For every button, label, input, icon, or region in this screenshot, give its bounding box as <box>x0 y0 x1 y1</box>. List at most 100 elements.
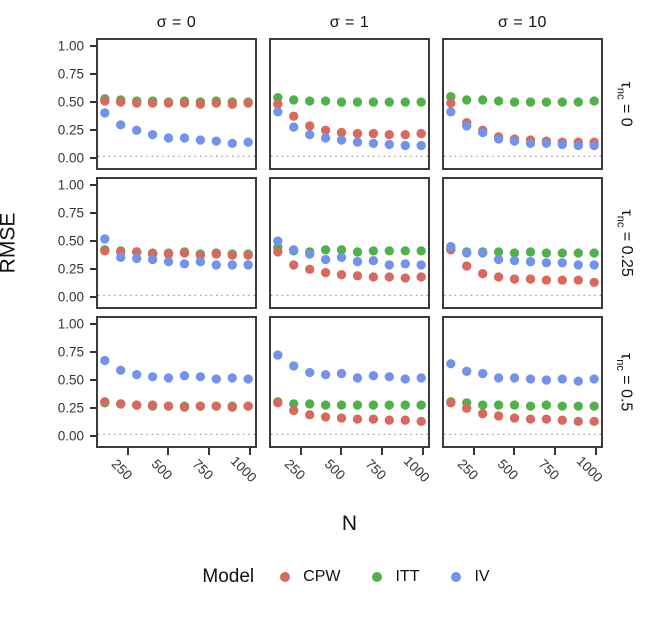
facet-col-label: σ = 0 <box>156 14 197 31</box>
data-point-itt <box>573 97 583 107</box>
data-point-itt <box>400 97 410 107</box>
data-point-itt <box>368 97 379 107</box>
data-point-iv <box>305 129 315 140</box>
data-point-itt <box>462 95 472 105</box>
y-tick-mark <box>90 157 96 159</box>
legend-item-iv: IV <box>451 568 490 586</box>
y-tick-mark <box>90 379 96 381</box>
facet-row-strip-tau-0: τnc = 0 <box>603 38 646 170</box>
data-point-iv <box>509 373 520 383</box>
data-point-cpw <box>211 98 221 108</box>
data-point-cpw <box>163 401 174 411</box>
legend-point-icon-cpw <box>280 572 291 582</box>
y-axis-row-1: 1.00 0.75 0.50 0.25 0.00 <box>0 177 96 309</box>
data-point-cpw <box>320 267 331 278</box>
data-point-iv <box>289 361 299 371</box>
y-tick-label: 0.00 <box>57 289 84 305</box>
data-point-iv <box>352 137 363 147</box>
y-tick-mark <box>90 240 96 242</box>
data-point-cpw <box>132 98 142 108</box>
x-axis-col-1: 250 500 750 1000 <box>269 448 433 506</box>
data-point-cpw <box>147 400 158 410</box>
data-point-cpw <box>416 272 426 282</box>
data-point-itt <box>320 245 331 255</box>
x-axis-col-0: 250 500 750 1000 <box>96 448 260 506</box>
panel-tau0-sigma0 <box>96 38 257 170</box>
data-point-itt <box>509 248 520 258</box>
data-point-cpw <box>179 98 190 108</box>
legend-label-itt: ITT <box>395 568 420 585</box>
data-point-itt <box>368 400 379 410</box>
data-point-cpw <box>116 399 126 409</box>
y-tick-label: 0.50 <box>57 233 84 249</box>
x-tick-mark <box>167 448 170 455</box>
data-point-itt <box>384 246 394 256</box>
facet-row-label: τnc = 0 <box>614 81 635 127</box>
data-point-iv <box>289 245 299 255</box>
x-tick-label: 500 <box>321 456 349 483</box>
data-point-iv <box>573 140 583 151</box>
y-axis-row-0: 1.00 0.75 0.50 0.25 0.00 <box>0 38 96 170</box>
data-point-iv <box>462 121 472 131</box>
y-tick-mark <box>90 45 96 47</box>
data-point-cpw <box>509 413 520 423</box>
data-point-itt <box>400 400 410 410</box>
data-point-cpw <box>384 272 394 282</box>
y-tick-label: 0.25 <box>57 261 84 277</box>
data-point-iv <box>132 125 142 135</box>
data-point-iv <box>195 372 206 382</box>
data-point-cpw <box>384 129 394 140</box>
data-point-iv <box>352 257 363 267</box>
data-point-itt <box>478 95 488 105</box>
data-point-cpw <box>525 274 536 284</box>
data-point-iv <box>305 367 315 378</box>
data-point-cpw <box>320 125 331 135</box>
y-tick-label: 1.00 <box>57 38 84 54</box>
data-point-cpw <box>509 274 520 284</box>
data-point-cpw <box>195 401 206 411</box>
data-point-iv <box>116 365 126 375</box>
legend: Model CPW ITT IV <box>0 566 646 588</box>
data-point-itt <box>573 248 583 258</box>
data-point-itt <box>416 97 426 107</box>
x-tick-label: 250 <box>281 456 308 483</box>
y-tick-mark <box>90 101 96 103</box>
data-point-itt <box>478 400 488 410</box>
x-tick-label: 750 <box>362 456 390 483</box>
data-point-cpw <box>179 248 190 258</box>
data-point-itt <box>352 97 363 107</box>
data-point-iv <box>462 366 472 376</box>
y-tick-label: 0.00 <box>57 428 84 444</box>
panel-tau0-sigma10 <box>442 38 603 170</box>
data-point-iv <box>573 260 583 270</box>
y-tick-mark <box>90 296 96 298</box>
x-axis-col-2: 250 500 750 1000 <box>442 448 606 506</box>
data-point-cpw <box>541 275 552 285</box>
y-tick-label: 1.00 <box>57 316 84 332</box>
y-tick-mark <box>90 268 96 270</box>
data-point-cpw <box>163 249 174 259</box>
data-point-iv <box>227 260 237 270</box>
x-tick-label: 1000 <box>227 453 260 486</box>
panel-tau025-sigma1 <box>269 177 430 309</box>
data-point-iv <box>400 140 410 151</box>
data-point-cpw <box>163 98 174 108</box>
data-point-cpw <box>525 414 536 424</box>
x-tick-label: 250 <box>454 456 481 483</box>
data-point-cpw <box>195 250 206 260</box>
data-point-iv <box>525 257 536 267</box>
x-tick-mark <box>595 448 597 455</box>
data-point-cpw <box>478 268 488 279</box>
data-point-iv <box>368 255 379 266</box>
y-tick-label: 0.75 <box>57 205 84 221</box>
x-axis-title: N <box>341 512 358 535</box>
data-point-iv <box>446 241 456 252</box>
data-point-itt <box>525 247 536 257</box>
data-point-cpw <box>493 272 504 282</box>
facet-col-label: σ = 1 <box>329 14 370 31</box>
data-point-cpw <box>243 401 253 411</box>
facet-row-strip-tau-025: τnc = 0.25 <box>603 177 646 309</box>
data-point-iv <box>541 138 552 149</box>
y-tick-mark <box>90 212 96 214</box>
